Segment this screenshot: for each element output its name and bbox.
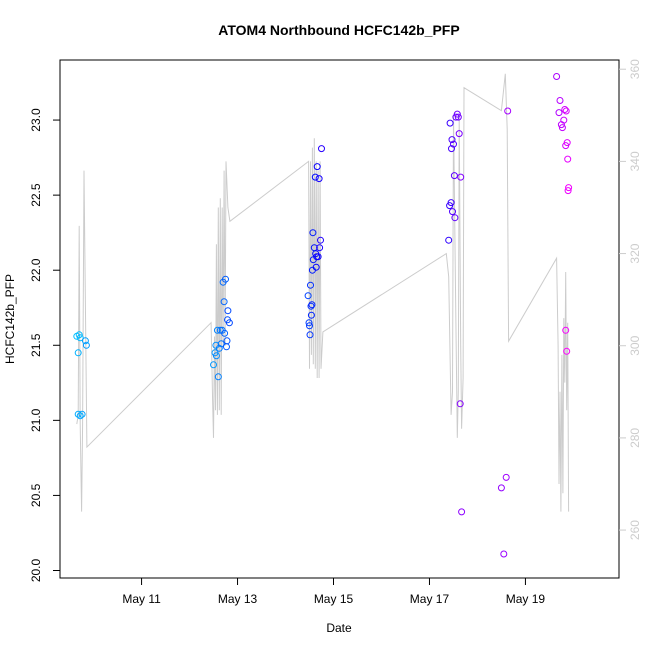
data-point xyxy=(307,302,315,310)
data-point xyxy=(305,319,313,327)
data-point xyxy=(306,331,314,339)
y-left-tick-label: 21.0 xyxy=(29,408,43,432)
plot-frame xyxy=(59,59,620,579)
x-tick-label: May 13 xyxy=(218,592,258,606)
right-axis: 260 280 300 320 340 360 xyxy=(619,59,642,540)
data-point xyxy=(564,155,572,163)
data-point xyxy=(451,214,459,222)
y-left-tick-label: 20.5 xyxy=(29,483,43,507)
data-point xyxy=(213,326,221,334)
data-point xyxy=(76,334,84,342)
data-point xyxy=(313,163,321,171)
data-point xyxy=(225,319,233,327)
point-layer xyxy=(73,73,573,558)
data-point xyxy=(314,253,322,261)
data-point xyxy=(306,322,313,330)
data-point xyxy=(224,307,232,315)
data-point xyxy=(562,326,570,334)
data-point xyxy=(307,281,314,289)
data-point xyxy=(562,107,570,115)
data-point xyxy=(215,344,223,352)
data-point xyxy=(457,173,465,181)
data-point xyxy=(222,275,229,283)
series-line xyxy=(76,73,570,512)
x-tick-label: May 19 xyxy=(506,592,546,606)
data-point xyxy=(307,311,315,319)
data-point xyxy=(311,173,319,181)
data-point xyxy=(560,116,568,124)
data-point xyxy=(78,410,86,418)
data-point xyxy=(458,508,466,516)
y-right-tick-label: 300 xyxy=(628,335,642,355)
data-point xyxy=(500,550,508,558)
y-axis-label: HCFC142b_PFP xyxy=(3,274,17,364)
data-point xyxy=(315,175,323,183)
data-point xyxy=(563,347,571,355)
data-point xyxy=(450,172,458,180)
data-point xyxy=(558,124,566,132)
data-point xyxy=(217,340,225,348)
data-point xyxy=(565,184,573,192)
line-layer xyxy=(76,73,570,512)
data-point xyxy=(214,373,222,381)
data-point xyxy=(223,343,230,351)
data-point xyxy=(448,136,456,144)
data-point xyxy=(555,109,563,117)
data-point xyxy=(454,113,462,121)
data-point xyxy=(564,187,572,195)
y-left-tick-label: 20.0 xyxy=(29,558,43,582)
data-point xyxy=(446,119,454,127)
data-point xyxy=(561,106,569,113)
data-point xyxy=(316,244,324,252)
data-point xyxy=(212,352,220,360)
data-point xyxy=(74,349,82,357)
chart-title: ATOM4 Northbound HCFC142b_PFP xyxy=(218,22,459,38)
y-right-tick-label: 360 xyxy=(628,59,642,79)
data-point xyxy=(449,208,456,216)
y-left-tick-label: 22.5 xyxy=(29,183,43,207)
data-point xyxy=(455,130,463,138)
data-point xyxy=(317,236,324,244)
data-point xyxy=(75,331,83,339)
y-left-tick-label: 21.5 xyxy=(29,333,43,357)
data-point xyxy=(312,263,320,271)
data-point xyxy=(448,145,455,153)
data-point xyxy=(82,341,90,349)
y-right-tick-label: 280 xyxy=(628,428,642,448)
x-tick-label: May 17 xyxy=(410,592,450,606)
data-point xyxy=(504,107,512,115)
data-point xyxy=(447,199,455,207)
data-point xyxy=(556,97,564,104)
data-point xyxy=(221,329,229,337)
y-right-tick-label: 320 xyxy=(628,243,642,263)
data-point xyxy=(210,361,217,369)
x-axis-label: Date xyxy=(326,621,352,635)
data-point xyxy=(74,410,82,418)
data-point xyxy=(309,229,317,237)
data-point xyxy=(318,145,325,153)
data-point xyxy=(563,139,571,147)
data-point xyxy=(223,337,231,345)
y-right-tick-label: 260 xyxy=(628,520,642,540)
x-tick-label: May 15 xyxy=(314,592,354,606)
x-axis: May 11 May 13 May 15 May 17 May 19 xyxy=(122,578,545,606)
data-point xyxy=(453,110,461,118)
x-tick-label: May 11 xyxy=(122,592,161,606)
data-point xyxy=(220,298,228,306)
data-point xyxy=(445,236,453,244)
data-point xyxy=(308,301,316,309)
data-point xyxy=(304,292,312,300)
data-point xyxy=(76,412,84,420)
data-point xyxy=(456,400,464,408)
data-point xyxy=(450,140,457,148)
data-point xyxy=(553,73,561,80)
data-point xyxy=(81,337,89,345)
left-axis: 20.0 20.5 21.0 21.5 22.0 22.5 23.0 xyxy=(29,108,60,582)
data-point xyxy=(502,473,510,481)
y-left-tick-label: 23.0 xyxy=(29,108,43,132)
y-left-tick-label: 22.0 xyxy=(29,258,43,282)
data-point xyxy=(497,484,505,492)
y-right-tick-label: 340 xyxy=(628,151,642,171)
